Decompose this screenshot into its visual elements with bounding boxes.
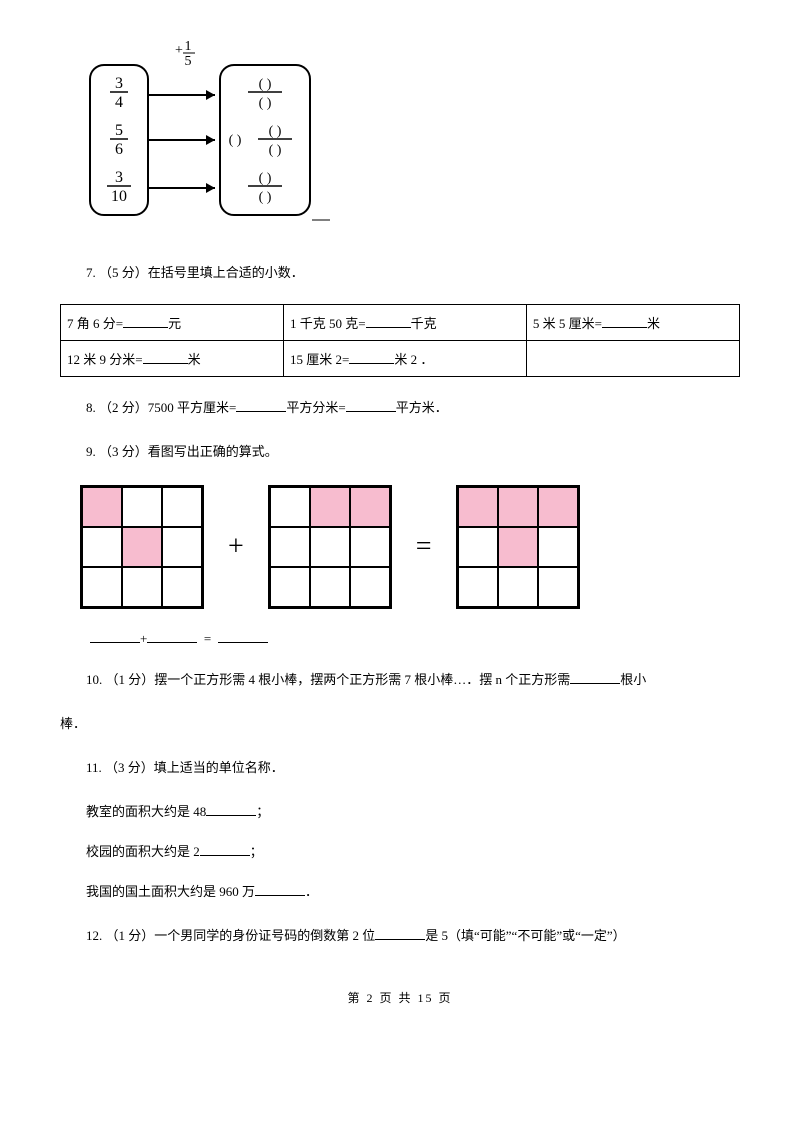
- svg-text:( ): ( ): [259, 77, 272, 92]
- grid-cell: [162, 487, 202, 527]
- grid-cell: [310, 567, 350, 607]
- grid-cell: [350, 487, 390, 527]
- q10-before: 10. （1 分）摆一个正方形需 4 根小棒，摆两个正方形需 7 根小棒…．摆 …: [86, 672, 570, 687]
- grid-cell: [82, 567, 122, 607]
- grid-cell: [458, 567, 498, 607]
- grid-cell: [82, 527, 122, 567]
- svg-text:( ): ( ): [269, 143, 282, 158]
- grid-cell: [162, 527, 202, 567]
- svg-text:( ): ( ): [269, 124, 282, 139]
- question-10: 10. （1 分）摆一个正方形需 4 根小棒，摆两个正方形需 7 根小棒…．摆 …: [60, 667, 740, 693]
- grid-cell: [82, 487, 122, 527]
- svg-text:4: 4: [115, 94, 123, 111]
- question-12: 12. （1 分）一个男同学的身份证号码的倒数第 2 位 是 5（填“可能”“不可…: [60, 923, 740, 949]
- svg-text:( ): ( ): [259, 171, 272, 186]
- grid-cell: [458, 527, 498, 567]
- grid-cell: [498, 487, 538, 527]
- q8-a: 8. （2 分）7500 平方厘米=: [86, 400, 236, 415]
- q9-grids: + =: [80, 485, 740, 609]
- q7-cell-1-1: 15 厘米 2=米 2 ．: [284, 341, 527, 377]
- q12-before: 12. （1 分）一个男同学的身份证号码的倒数第 2 位: [86, 928, 375, 943]
- fraction-arrow-diagram: + 1 5 3 4 5 6 3 10: [80, 40, 740, 230]
- grid-b: [268, 485, 392, 609]
- q7-cell-0-1: 1 千克 50 克=千克: [284, 305, 527, 341]
- q11-text: 11. （3 分）填上适当的单位名称．: [86, 760, 284, 775]
- q8-b: 平方分米=: [286, 400, 345, 415]
- q11-line2: 校园的面积大约是 2；: [60, 839, 740, 865]
- grid-cell: [498, 527, 538, 567]
- q7-cell-1-2: [526, 341, 739, 377]
- svg-text:1: 1: [185, 40, 192, 54]
- grid-cell: [310, 487, 350, 527]
- page-footer: 第 2 页 共 15 页: [60, 989, 740, 1006]
- plus-sign: +: [175, 43, 183, 58]
- svg-text:3: 3: [115, 75, 123, 92]
- svg-text:10: 10: [111, 188, 127, 205]
- grid-cell: [538, 487, 578, 527]
- q7-table: 7 角 6 分=元 1 千克 50 克=千克 5 米 5 厘米=米 12 米 9…: [60, 304, 740, 377]
- diagram-svg: + 1 5 3 4 5 6 3 10: [80, 40, 330, 230]
- grid-cell: [122, 527, 162, 567]
- grid-cell: [350, 527, 390, 567]
- plus-operator: +: [228, 531, 244, 563]
- q11-line3: 我国的国土面积大约是 960 万．: [60, 879, 740, 905]
- q7-cell-1-0: 12 米 9 分米=米: [61, 341, 284, 377]
- arrow-2: [148, 135, 215, 145]
- q10-after: 根小: [620, 672, 646, 687]
- svg-text:6: 6: [115, 141, 123, 158]
- q12-after: 是 5（填“可能”“不可能”或“一定”）: [425, 928, 625, 943]
- svg-text:( ): ( ): [229, 133, 242, 148]
- svg-text:5: 5: [185, 54, 192, 69]
- svg-text:3: 3: [115, 169, 123, 186]
- grid-cell: [270, 527, 310, 567]
- grid-c: [456, 485, 580, 609]
- grid-cell: [122, 567, 162, 607]
- q7-cell-0-0: 7 角 6 分=元: [61, 305, 284, 341]
- q8-c: 平方米．: [396, 400, 448, 415]
- question-11: 11. （3 分）填上适当的单位名称．: [60, 755, 740, 781]
- grid-a: [80, 485, 204, 609]
- grid-cell: [538, 527, 578, 567]
- grid-cell: [498, 567, 538, 607]
- question-8: 8. （2 分）7500 平方厘米= 平方分米= 平方米．: [60, 395, 740, 421]
- q7-cell-0-2: 5 米 5 厘米=米: [526, 305, 739, 341]
- grid-cell: [122, 487, 162, 527]
- grid-cell: [162, 567, 202, 607]
- q9-text: 9. （3 分）看图写出正确的算式。: [86, 444, 278, 459]
- svg-text:( ): ( ): [259, 96, 272, 111]
- grid-cell: [270, 487, 310, 527]
- grid-cell: [310, 527, 350, 567]
- question-9: 9. （3 分）看图写出正确的算式。: [60, 439, 740, 465]
- question-7: 7. （5 分）在括号里填上合适的小数．: [60, 260, 740, 286]
- grid-cell: [350, 567, 390, 607]
- question-10-line2: 棒．: [60, 711, 740, 737]
- q7-text: 7. （5 分）在括号里填上合适的小数．: [86, 265, 304, 280]
- arrow-3: [148, 183, 215, 193]
- grid-cell: [270, 567, 310, 607]
- equals-operator: =: [416, 531, 432, 563]
- svg-text:5: 5: [115, 122, 123, 139]
- arrow-1: [148, 90, 215, 100]
- grid-cell: [458, 487, 498, 527]
- q11-line1: 教室的面积大约是 48；: [60, 799, 740, 825]
- svg-text:( ): ( ): [259, 190, 272, 205]
- grid-cell: [538, 567, 578, 607]
- q9-equation-line: + =: [90, 629, 740, 647]
